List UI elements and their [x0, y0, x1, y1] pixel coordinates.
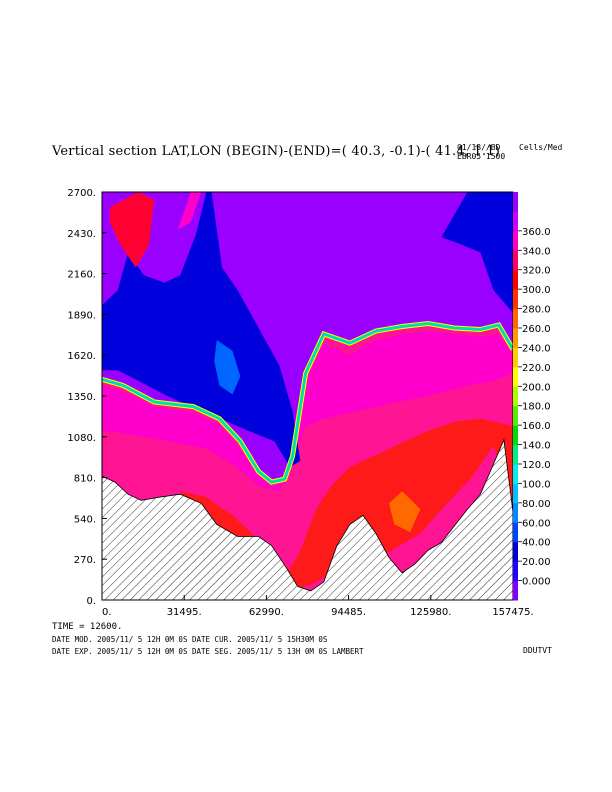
y-tick-label-4: 1080.	[67, 433, 96, 444]
colorbar-label-10: 200.0	[522, 382, 551, 393]
x-tick-label-3: 94485.	[331, 607, 366, 618]
x-tick-label-0: 0.	[102, 607, 112, 618]
colorbar-swatch-3	[513, 522, 518, 543]
y-tick-label-10: 2700.	[67, 188, 96, 199]
colorbar-label-0: 0.000	[522, 577, 551, 588]
contour-region-7	[441, 192, 513, 313]
colorbar-swatch-16	[513, 269, 518, 290]
colorbar-swatch-1	[513, 561, 518, 582]
colorbar-swatch-9	[513, 405, 518, 426]
colorbar-label-7: 140.0	[522, 441, 551, 452]
contour-band-cyan	[102, 322, 513, 483]
terrain-mask	[102, 438, 513, 600]
x-tick-label-1: 31495.	[167, 607, 202, 618]
colorbar-swatch-10	[513, 386, 518, 407]
colorbar-swatch-8	[513, 425, 518, 446]
colorbar-label-14: 280.0	[522, 305, 551, 316]
contour-region-8	[109, 192, 155, 268]
colorbar-swatch-19	[513, 211, 518, 232]
colorbar-label-18: 360.0	[522, 227, 551, 238]
time-label: TIME = 12600.	[52, 622, 123, 632]
contour-region-2	[102, 331, 513, 492]
colorbar-label-17: 340.0	[522, 246, 551, 257]
colorbar-swatch-4	[513, 502, 518, 523]
y-tick-label-1: 270.	[74, 555, 96, 566]
colorbar-label-11: 220.0	[522, 363, 551, 374]
chart-title: Vertical section LAT,LON (BEGIN)-(END)=(…	[52, 144, 501, 159]
colorbar-label-12: 240.0	[522, 343, 551, 354]
colorbar-swatch-2	[513, 541, 518, 562]
variable-code: DDUTVT	[523, 646, 552, 655]
colorbar-label-4: 80.00	[522, 499, 551, 510]
colorbar-swatch-0	[513, 580, 518, 601]
colorbar-label-16: 320.0	[522, 266, 551, 277]
y-tick-label-6: 1620.	[67, 351, 96, 362]
contour-region-6	[214, 340, 241, 395]
colorbar-swatch-11	[513, 366, 518, 387]
colorbar-label-1: 20.00	[522, 557, 551, 568]
colorbar-swatch-13	[513, 328, 518, 348]
colorbar-label-13: 260.0	[522, 324, 551, 335]
x-tick-label-5: 157475.	[492, 607, 533, 618]
colorbar-swatch-17	[513, 250, 518, 271]
colorbar-label-8: 160.0	[522, 421, 551, 432]
y-tick-label-9: 2430.	[67, 229, 96, 240]
colorbar-swatch-14	[513, 308, 518, 329]
date-info-line-2: DATE EXP. 2005/11/ 5 12H 0M 0S DATE SEG.…	[52, 647, 364, 656]
y-tick-label-5: 1350.	[67, 392, 96, 403]
contour-region-9	[177, 192, 202, 230]
colorbar-label-3: 60.00	[522, 518, 551, 529]
colorbar-swatch-20	[513, 192, 518, 212]
y-tick-label-8: 2160.	[67, 270, 96, 281]
contour-region-4	[389, 491, 421, 532]
colorbar-label-6: 120.0	[522, 460, 551, 471]
colorbar-swatch-7	[513, 444, 518, 465]
colorbar-label-5: 100.0	[522, 479, 551, 490]
y-tick-label-7: 1890.	[67, 310, 96, 321]
colorbar-label-15: 300.0	[522, 285, 551, 296]
y-tick-label-3: 810.	[74, 474, 96, 485]
colorbar-swatch-6	[513, 464, 518, 484]
colorbar-label-9: 180.0	[522, 402, 551, 413]
contour-region-5	[102, 192, 301, 467]
run-date-stamp: 01/18//BD	[457, 143, 501, 152]
units-stamp: Cells/Med	[519, 143, 563, 152]
x-tick-label-4: 125980.	[410, 607, 451, 618]
colorbar-label-2: 40.00	[522, 538, 551, 549]
run-id-stamp: EBR05 1500	[457, 152, 506, 161]
colorbar-swatch-15	[513, 289, 518, 310]
date-info-line-1: DATE MOD. 2005/11/ 5 12H 0M 0S DATE CUR.…	[52, 635, 328, 644]
colorbar-swatch-18	[513, 230, 518, 251]
colorbar-swatch-12	[513, 347, 518, 368]
y-tick-label-2: 540.	[74, 514, 96, 525]
y-tick-label-0: 0.	[86, 596, 96, 607]
x-tick-label-2: 62990.	[249, 607, 284, 618]
colorbar-swatch-5	[513, 483, 518, 504]
